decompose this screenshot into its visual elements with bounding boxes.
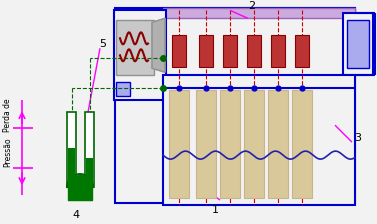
Polygon shape: [152, 18, 165, 72]
Bar: [163, 75, 355, 205]
Text: 2: 2: [248, 1, 256, 11]
Bar: [244, 90, 264, 198]
Bar: [68, 148, 75, 187]
Bar: [220, 90, 240, 198]
Bar: [172, 35, 186, 67]
Bar: [115, 8, 355, 203]
Bar: [163, 8, 355, 76]
Bar: [347, 20, 369, 68]
Bar: [86, 158, 93, 187]
Bar: [85, 112, 94, 187]
Bar: [292, 90, 312, 198]
Bar: [163, 8, 355, 18]
Bar: [196, 90, 216, 198]
Text: 3: 3: [354, 133, 362, 143]
Bar: [67, 112, 76, 187]
Text: 4: 4: [72, 210, 80, 220]
Text: Pressão: Pressão: [3, 137, 12, 167]
Text: Perda de: Perda de: [3, 98, 12, 132]
Bar: [343, 13, 373, 75]
Bar: [271, 35, 285, 67]
Text: 1: 1: [211, 205, 219, 215]
Bar: [116, 82, 130, 96]
Bar: [199, 35, 213, 67]
Bar: [116, 20, 154, 75]
Bar: [268, 90, 288, 198]
Text: 5: 5: [100, 39, 106, 49]
Bar: [247, 35, 261, 67]
Bar: [114, 10, 166, 100]
Bar: [223, 35, 237, 67]
Bar: [295, 35, 309, 67]
Bar: [169, 90, 189, 198]
